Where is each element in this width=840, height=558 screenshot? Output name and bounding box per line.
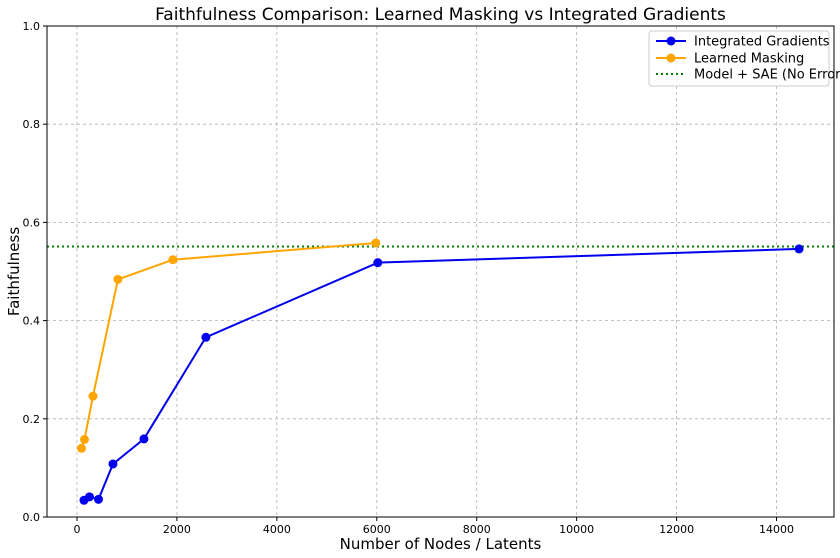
- series-layer: [76, 238, 804, 505]
- data-point-integrated-gradients: [373, 258, 383, 268]
- y-axis-label: Faithfulness: [5, 227, 23, 317]
- x-tick-label: 2000: [163, 523, 191, 536]
- y-tick-label: 0.8: [23, 118, 41, 131]
- data-point-learned-masking: [113, 274, 123, 284]
- series-integrated-gradients: [79, 244, 804, 505]
- x-tick-label: 6000: [363, 523, 391, 536]
- legend-marker-learned-masking: [666, 53, 676, 63]
- data-point-integrated-gradients: [84, 492, 94, 502]
- chart-title: Faithfulness Comparison: Learned Masking…: [155, 5, 726, 25]
- y-tick-label: 0.0: [23, 511, 41, 524]
- y-tick-label: 0.6: [23, 216, 41, 229]
- x-tick-label: 12000: [659, 523, 694, 536]
- x-tick-label: 8000: [463, 523, 491, 536]
- legend-label-model-sae: Model + SAE (No Error): [694, 68, 840, 83]
- data-point-learned-masking: [76, 443, 86, 453]
- x-tick-label: 14000: [759, 523, 794, 536]
- legend-box: [648, 30, 830, 87]
- data-point-integrated-gradients: [201, 332, 211, 342]
- y-tick-label: 0.4: [23, 315, 41, 328]
- ticks: 0 2000 4000 6000 8000 10000 12000 14000 0.0 0.2 0.…: [23, 20, 795, 536]
- x-tick-label: 10000: [559, 523, 594, 536]
- data-point-learned-masking: [88, 391, 98, 401]
- series-learned-masking: [76, 238, 381, 453]
- data-point-learned-masking: [371, 238, 381, 248]
- x-tick-label: 4000: [263, 523, 291, 536]
- x-tick-label: 0: [73, 523, 80, 536]
- y-tick-label: 1.0: [23, 20, 41, 33]
- data-point-integrated-gradients: [139, 434, 149, 444]
- legend-marker-integrated-gradients: [666, 36, 676, 46]
- data-point-learned-masking: [168, 255, 178, 265]
- plot-frame: [46, 25, 835, 518]
- x-axis-label: Number of Nodes / Latents: [340, 535, 542, 553]
- data-point-learned-masking: [79, 434, 89, 444]
- data-point-integrated-gradients: [93, 494, 103, 504]
- legend-label-integrated-gradients: Integrated Gradients: [694, 35, 830, 50]
- legend: Integrated Gradients Learned Masking Mod…: [648, 30, 840, 87]
- data-point-integrated-gradients: [108, 459, 118, 469]
- data-point-integrated-gradients: [794, 244, 804, 254]
- y-tick-label: 0.2: [23, 413, 41, 426]
- legend-label-learned-masking: Learned Masking: [694, 52, 804, 67]
